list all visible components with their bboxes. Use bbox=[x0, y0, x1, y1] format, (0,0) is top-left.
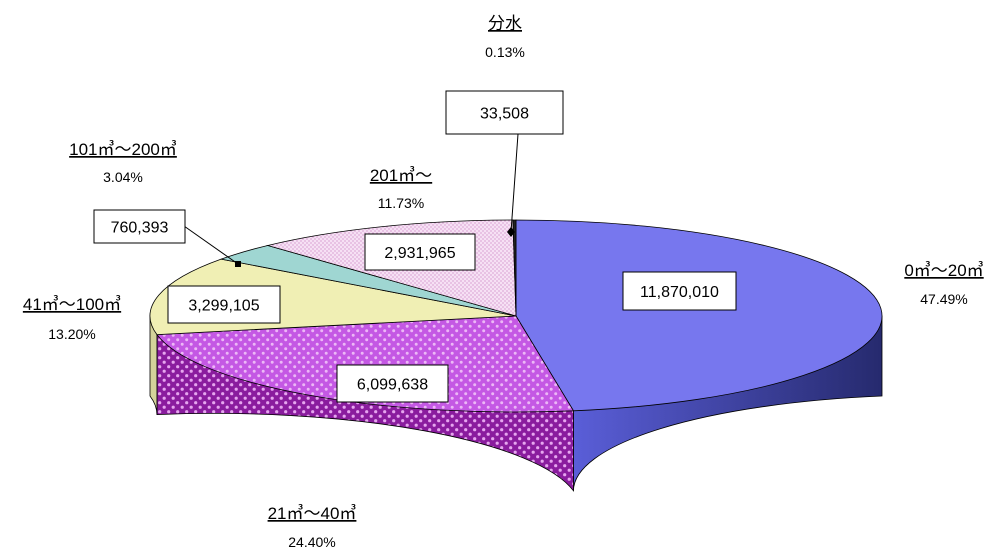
percent-label-3: 3.04% bbox=[103, 169, 143, 185]
percent-label-0: 47.49% bbox=[920, 291, 967, 307]
value-labels: 11,870,010 6,099,638 3,299,105 760,393 2,931… bbox=[93, 90, 737, 403]
value-label-1: 6,099,638 bbox=[357, 377, 428, 394]
value-box-2 bbox=[167, 285, 281, 324]
pie-slice-0 bbox=[515, 219, 883, 412]
category-label-5: 分水 bbox=[488, 14, 522, 33]
value-label-0: 11,870,010 bbox=[640, 284, 719, 301]
value-box-5 bbox=[445, 90, 564, 135]
category-labels: 0㎥～20㎥47.49%21㎥～40㎥24.40%41㎥～100㎥13.20%1… bbox=[23, 14, 984, 550]
value-box-3 bbox=[93, 209, 186, 244]
percent-label-2: 13.20% bbox=[48, 326, 95, 342]
leader-line-5 bbox=[510, 133, 519, 233]
pie-slice-5 bbox=[512, 219, 517, 317]
leader-line-3 bbox=[183, 225, 239, 265]
category-label-1: 21㎥～40㎥ bbox=[268, 504, 357, 523]
value-box-0 bbox=[622, 271, 737, 311]
category-label-3: 101㎥～200㎥ bbox=[69, 140, 177, 159]
leader-marker-3 bbox=[235, 261, 241, 267]
category-label-0: 0㎥～20㎥ bbox=[904, 261, 983, 280]
value-label-5: 33,508 bbox=[480, 106, 529, 123]
value-label-4: 2,931,965 bbox=[384, 245, 455, 262]
value-label-3: 760,393 bbox=[111, 220, 169, 237]
leader-marker-5 bbox=[507, 227, 515, 237]
percent-label-1: 24.40% bbox=[288, 534, 335, 550]
category-label-4: 201㎥～ bbox=[370, 166, 432, 185]
leader-lines bbox=[183, 133, 519, 267]
value-box-4 bbox=[364, 233, 476, 271]
value-box-1 bbox=[336, 364, 449, 403]
category-label-2: 41㎥～100㎥ bbox=[23, 295, 121, 314]
value-label-2: 3,299,105 bbox=[188, 298, 259, 315]
pie-slice-1 bbox=[156, 315, 575, 413]
percent-label-5: 0.13% bbox=[485, 44, 525, 60]
percent-label-4: 11.73% bbox=[378, 195, 424, 211]
